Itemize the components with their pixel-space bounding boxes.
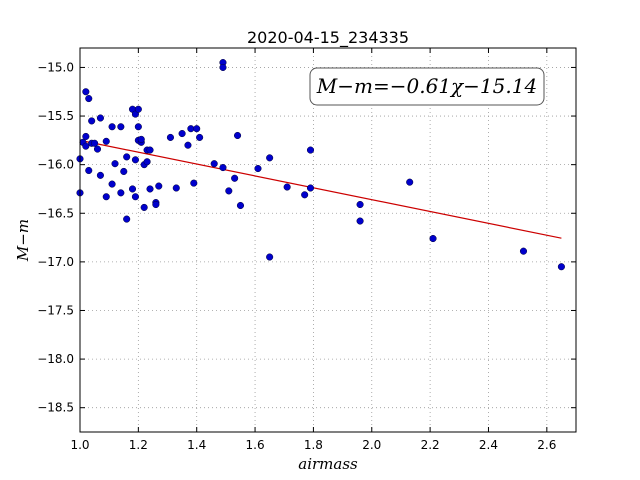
data-point [219, 63, 227, 71]
x-axis-label: airmass [298, 455, 358, 473]
data-point [82, 88, 90, 96]
axes-frame [79, 47, 577, 433]
data-point [196, 133, 204, 141]
data-point [254, 164, 262, 173]
y-tick-label: −15.5 [37, 109, 74, 123]
data-point [557, 263, 565, 271]
data-point [108, 180, 116, 188]
data-point [210, 160, 218, 168]
data-point [137, 135, 145, 143]
data-point [134, 123, 142, 131]
data-point [102, 193, 110, 201]
data-point [88, 117, 96, 125]
data-point [519, 247, 528, 255]
x-tick-label: 1.2 [129, 438, 148, 452]
x-tick-label: 1.8 [304, 438, 323, 452]
data-point [140, 203, 148, 211]
x-tick-label: 1.4 [187, 438, 206, 452]
data-point [96, 114, 104, 122]
data-point [219, 164, 227, 172]
x-tick-label: 2.4 [479, 438, 498, 452]
data-point [301, 191, 309, 199]
fit-line [79, 139, 562, 239]
chart-title: 2020-04-15_234335 [247, 28, 409, 48]
grid [79, 48, 576, 432]
x-tick-label: 1.0 [70, 438, 89, 452]
data-point [131, 193, 139, 201]
y-tick-label: −17.0 [37, 255, 74, 269]
data-point [146, 146, 154, 154]
data-point [96, 171, 104, 179]
data-point [152, 200, 160, 209]
data-point [306, 146, 315, 154]
x-tick-label: 2.6 [537, 438, 556, 452]
data-point [266, 154, 274, 162]
data-point [82, 142, 90, 150]
y-tick-label: −17.5 [37, 303, 74, 317]
data-point [85, 166, 93, 175]
data-point [123, 215, 131, 223]
fit-line-group [79, 139, 562, 239]
data-point [102, 137, 110, 145]
data-point [306, 184, 315, 192]
data-point [193, 125, 201, 133]
data-point [266, 253, 274, 261]
data-point [178, 129, 186, 138]
data-point [234, 131, 242, 140]
data-points [76, 59, 565, 271]
data-point [143, 158, 151, 166]
data-point [134, 105, 142, 113]
fit-annotation-text: M−m=−0.61χ−15.14 [316, 74, 537, 98]
data-point [155, 182, 163, 190]
data-point [429, 234, 437, 243]
fit-annotation-box [309, 67, 545, 106]
data-point [184, 141, 192, 149]
data-point [236, 201, 245, 210]
data-point [131, 156, 139, 164]
data-point [172, 184, 180, 192]
data-point [91, 139, 99, 147]
data-point [117, 189, 125, 197]
x-tick-labels: 1.0 1.2 1.4 1.6 1.8 2.0 2.2 2.4 2.6 [70, 438, 556, 452]
data-point [111, 160, 119, 168]
y-tick-label: −18.5 [37, 401, 74, 415]
y-tick-label: −16.0 [37, 158, 74, 172]
data-point [85, 95, 93, 103]
x-tick-label: 2.0 [362, 438, 381, 452]
data-point [231, 174, 239, 182]
y-axis-label: M−m [14, 219, 32, 262]
x-tick-label: 2.2 [421, 438, 440, 452]
data-point [146, 185, 154, 193]
x-tick-label: 1.6 [246, 438, 265, 452]
data-point [117, 123, 125, 131]
y-tick-label: −18.0 [37, 352, 74, 366]
axis-ticks [79, 48, 576, 432]
data-point [283, 183, 291, 191]
y-tick-label: −16.5 [37, 206, 74, 220]
data-point [93, 145, 102, 153]
y-tick-labels: −15.0 −15.5 −16.0 −16.5 −17.0 −17.5 −18.0 −18.5 [37, 60, 74, 414]
data-point [123, 153, 131, 161]
data-point [356, 217, 364, 225]
data-point [190, 179, 198, 187]
data-point [406, 178, 414, 186]
data-point [225, 187, 233, 195]
data-point [120, 167, 128, 176]
data-point [108, 123, 116, 131]
data-point [166, 133, 174, 141]
data-point [356, 200, 364, 209]
data-point [128, 185, 137, 193]
y-tick-label: −15.0 [37, 60, 74, 74]
data-point [82, 132, 90, 141]
fit-annotation: M−m=−0.61χ−15.14 [309, 67, 545, 106]
